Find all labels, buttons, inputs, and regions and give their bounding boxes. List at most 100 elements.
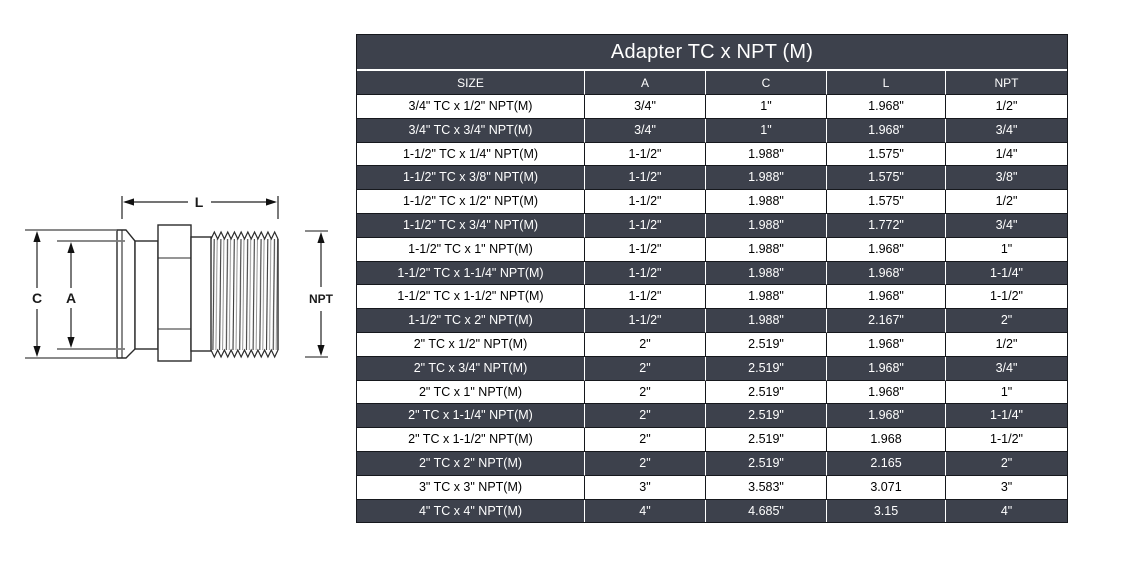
spec-table-body: 3/4" TC x 1/2" NPT(M) 3/4" 1" 1.968" 1/2" 3/4… xyxy=(357,95,1068,523)
table-row: 2" TC x 2" NPT(M) 2" 2.519" 2.165 2" xyxy=(357,451,1068,476)
table-cell: 2" TC x 1-1/2" NPT(M) xyxy=(357,428,585,452)
table-cell: 3/4" xyxy=(946,213,1068,238)
dimension-A: A xyxy=(57,240,125,350)
table-cell: 1-1/2" xyxy=(585,190,706,214)
column-header: C xyxy=(706,71,827,95)
arrow-down-icon xyxy=(67,337,75,348)
table-row: 1-1/2" TC x 1-1/4" NPT(M) 1-1/2" 1.988" 1.9… xyxy=(357,261,1068,286)
table-cell: 3.15 xyxy=(827,499,946,523)
table-cell: 1-1/2" TC x 1/4" NPT(M) xyxy=(357,142,585,167)
table-cell: 1.968" xyxy=(827,237,946,262)
table-row: 3/4" TC x 3/4" NPT(M) 3/4" 1" 1.968" 3/4" xyxy=(357,118,1068,143)
table-cell: 1-1/2" xyxy=(585,237,706,262)
table-cell: 1.988" xyxy=(706,213,827,238)
table-cell: 1-1/2" xyxy=(946,428,1068,452)
table-row: 2" TC x 1-1/2" NPT(M) 2" 2.519" 1.968 1-1/2" xyxy=(357,428,1068,452)
table-cell: 1.988" xyxy=(706,237,827,262)
table-cell: 1-1/2" TC x 1-1/2" NPT(M) xyxy=(357,285,585,310)
table-cell: 1.575" xyxy=(827,166,946,191)
table-cell: 2" TC x 3/4" NPT(M) xyxy=(357,356,585,381)
table-row: 4" TC x 4" NPT(M) 4" 4.685" 3.15 4" xyxy=(357,499,1068,523)
title-row: Adapter TC x NPT (M) xyxy=(357,35,1068,71)
table-cell: 1.968" xyxy=(827,285,946,310)
table-cell: 4.685" xyxy=(706,499,827,523)
table-cell: 2" TC x 1-1/4" NPT(M) xyxy=(357,404,585,429)
table-row: 3" TC x 3" NPT(M) 3" 3.583" 3.071 3" xyxy=(357,475,1068,500)
table-cell: 1-1/4" xyxy=(946,404,1068,429)
table-cell: 2" xyxy=(585,404,706,429)
table-cell: 3" xyxy=(585,475,706,500)
dimension-label-NPT: NPT xyxy=(309,292,334,306)
table-cell: 1" xyxy=(706,118,827,143)
arrow-down-icon xyxy=(33,346,41,357)
table-cell: 3/4" xyxy=(946,118,1068,143)
column-header: A xyxy=(585,71,706,95)
table-row: 2" TC x 1/2" NPT(M) 2" 2.519" 1.968" 1/2" xyxy=(357,332,1068,357)
column-header-row: SIZE A C L NPT xyxy=(357,71,1068,95)
dimension-NPT: NPT xyxy=(305,230,334,358)
tc-flange xyxy=(116,229,136,359)
arrow-up-icon xyxy=(33,231,41,242)
table-cell: 1/2" xyxy=(946,95,1068,119)
table-cell: 4" xyxy=(585,499,706,523)
table-cell: 1.968" xyxy=(827,380,946,405)
table-cell: 2" xyxy=(585,428,706,452)
table-cell: 2.519" xyxy=(706,404,827,429)
table-cell: 2.519" xyxy=(706,451,827,476)
arrow-left-icon xyxy=(123,198,134,206)
table-cell: 1.968" xyxy=(827,404,946,429)
dimension-L: L xyxy=(121,194,279,219)
table-cell: 2" xyxy=(585,451,706,476)
table-cell: 4" TC x 4" NPT(M) xyxy=(357,499,585,523)
table-cell: 1/2" xyxy=(946,332,1068,357)
table-row: 1-1/2" TC x 1/4" NPT(M) 1-1/2" 1.988" 1.575… xyxy=(357,142,1068,167)
table-row: 1-1/2" TC x 1-1/2" NPT(M) 1-1/2" 1.988" 1.9… xyxy=(357,285,1068,310)
table-cell: 3" xyxy=(946,475,1068,500)
step-cylinder xyxy=(190,236,212,352)
column-header: NPT xyxy=(946,71,1068,95)
table-cell: 1/4" xyxy=(946,142,1068,167)
table-cell: 1-1/2" xyxy=(585,142,706,167)
table-cell: 2.519" xyxy=(706,356,827,381)
table-cell: 1.968" xyxy=(827,118,946,143)
arrow-down-icon xyxy=(317,345,325,356)
table-cell: 1-1/2" xyxy=(585,309,706,333)
arrow-right-icon xyxy=(266,198,277,206)
table-cell: 3" TC x 3" NPT(M) xyxy=(357,475,585,500)
table-cell: 1.968" xyxy=(827,332,946,357)
table-row: 2" TC x 3/4" NPT(M) 2" 2.519" 1.968" 3/4" xyxy=(357,356,1068,381)
table-row: 2" TC x 1" NPT(M) 2" 2.519" 1.968" 1" xyxy=(357,380,1068,405)
table-cell: 1.988" xyxy=(706,285,827,310)
table-cell: 1-1/2" TC x 1" NPT(M) xyxy=(357,237,585,262)
table-cell: 1.575" xyxy=(827,190,946,214)
table-cell: 1-1/2" TC x 3/4" NPT(M) xyxy=(357,213,585,238)
table-cell: 3/4" xyxy=(585,95,706,119)
table-cell: 3/8" xyxy=(946,166,1068,191)
table-cell: 2.165 xyxy=(827,451,946,476)
arrow-up-icon xyxy=(67,242,75,253)
table-cell: 1" xyxy=(946,380,1068,405)
table-cell: 2.167" xyxy=(827,309,946,333)
arrow-up-icon xyxy=(317,232,325,243)
dimension-C: C xyxy=(25,229,117,359)
table-cell: 4" xyxy=(946,499,1068,523)
table-cell: 1-1/2" TC x 2" NPT(M) xyxy=(357,309,585,333)
table-cell: 1-1/2" TC x 1-1/4" NPT(M) xyxy=(357,261,585,286)
table-cell: 1.988" xyxy=(706,261,827,286)
table-row: 3/4" TC x 1/2" NPT(M) 3/4" 1" 1.968" 1/2" xyxy=(357,95,1068,119)
table-title: Adapter TC x NPT (M) xyxy=(357,35,1068,71)
spec-table: Adapter TC x NPT (M) SIZE A C L NPT 3/4" TC … xyxy=(356,34,1069,524)
table-row: 1-1/2" TC x 1" NPT(M) 1-1/2" 1.988" 1.968" 1… xyxy=(357,237,1068,262)
table-cell: 3/4" xyxy=(585,118,706,143)
npt-threads xyxy=(210,230,279,359)
table-row: 1-1/2" TC x 3/4" NPT(M) 1-1/2" 1.988" 1.772… xyxy=(357,213,1068,238)
adapter-technical-drawing: L C A xyxy=(25,194,334,362)
table-cell: 1.988" xyxy=(706,166,827,191)
table-cell: 3/4" xyxy=(946,356,1068,381)
table-cell: 2" xyxy=(585,332,706,357)
table-cell: 3/4" TC x 3/4" NPT(M) xyxy=(357,118,585,143)
column-header: SIZE xyxy=(357,71,585,95)
body-block xyxy=(157,224,192,362)
table-cell: 1.988" xyxy=(706,190,827,214)
table-row: 1-1/2" TC x 2" NPT(M) 1-1/2" 1.988" 2.167" 2… xyxy=(357,309,1068,333)
